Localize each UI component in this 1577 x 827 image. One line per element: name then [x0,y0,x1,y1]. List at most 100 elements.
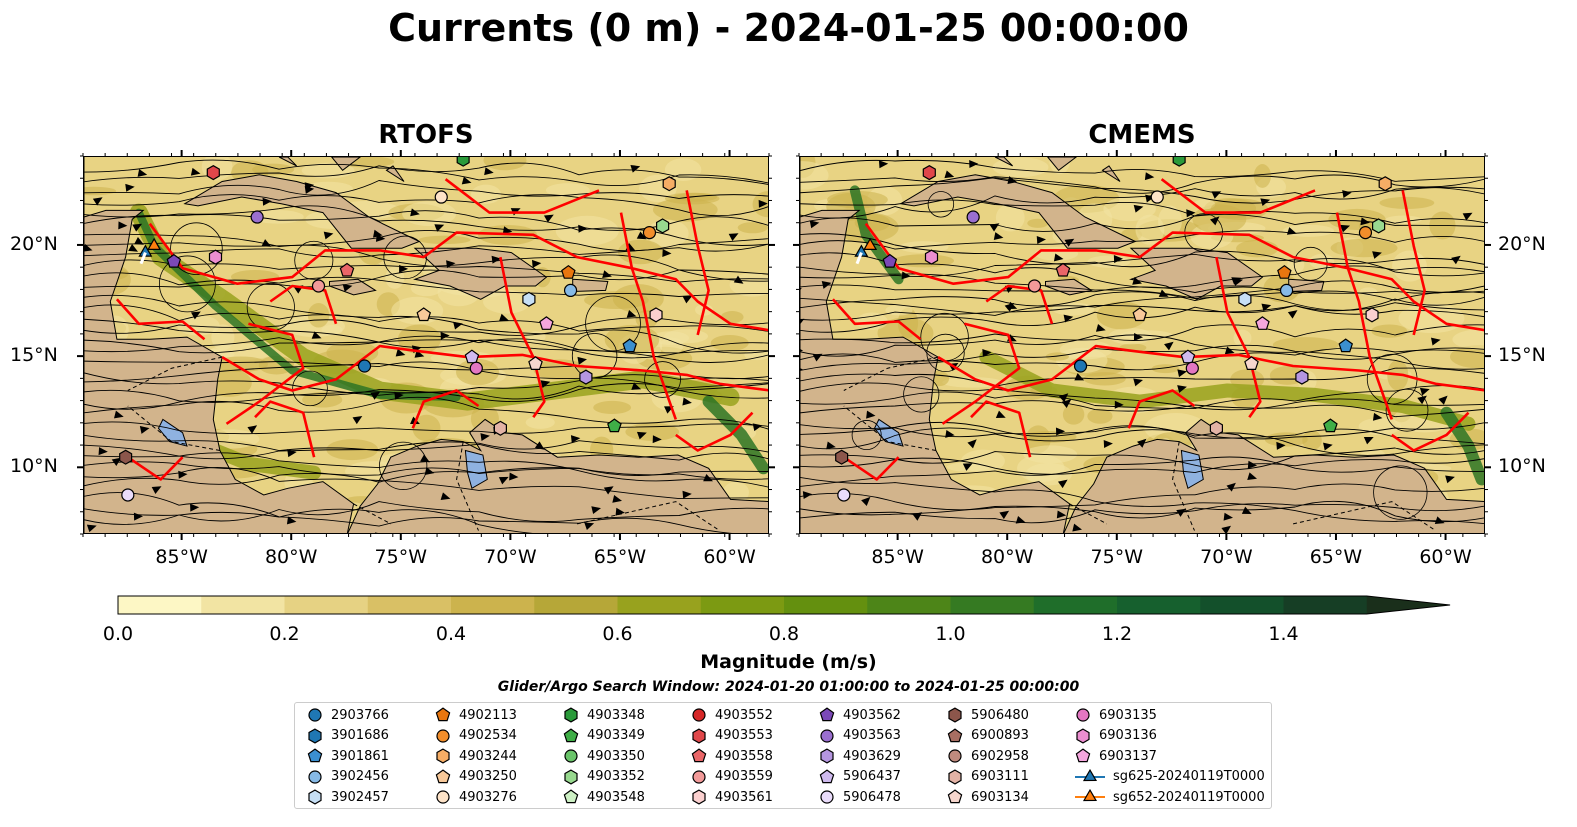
float-marker-4903563 [250,210,264,224]
legend-marker-icon [308,708,322,722]
float-marker-4903244 [662,176,676,192]
float-marker-4903352 [656,218,670,234]
lon-tick-label: 75°W [374,546,428,568]
legend-marker-icon [948,707,962,723]
colorbar-segment [284,596,369,614]
legend-label: 4903558 [715,748,773,764]
lat-tick-label: 10°N [10,455,58,478]
legend-entry: 4903352 [563,768,645,785]
float-marker-6903135 [1185,361,1199,375]
legend-entry: 4903276 [435,789,517,805]
legend-label: 4903563 [843,728,901,743]
legend-marker-icon [307,748,323,763]
legend-entry: 4903559 [691,769,773,785]
legend-marker-icon [947,789,963,804]
legend-label: 4902534 [459,728,517,743]
legend-marker-icon [692,708,706,722]
float-marker-6903111 [493,420,507,436]
legend-entry: 4903548 [563,789,645,805]
colorbar-segment [784,596,868,614]
legend-marker-icon [692,789,706,805]
legend-entry: 6900893 [947,727,1029,744]
legend-marker-icon [948,749,962,763]
legend-marker-icon [947,727,963,742]
legend-marker-icon [564,707,578,723]
map-canvas-rtofs [84,157,768,533]
legend-marker-icon [564,749,578,763]
legend-label: 5906478 [843,789,901,805]
float-marker-6903134 [528,356,543,370]
lon-tick-label: 75°W [1090,546,1144,568]
legend-entry: 2903766 [307,707,389,723]
float-marker-5906478 [121,488,135,502]
legend-marker-icon [308,789,322,805]
colorbar-segment [1200,596,1284,614]
colorbar-segment [1033,596,1118,614]
legend-entry: 3901686 [307,727,389,744]
float-marker-5906480 [835,449,849,465]
legend-marker-icon [436,748,450,764]
legend-label: 4903629 [843,748,901,764]
float-marker-2903766 [357,359,372,373]
legend-entry: 6902958 [947,748,1029,764]
legend-entry: 4903562 [819,707,901,723]
legend-entry: 4903250 [435,768,517,785]
legend-marker-icon [948,768,962,785]
legend-marker-icon [563,789,579,804]
legend-entry: 3902457 [307,789,389,805]
legend-label: 4903250 [459,769,517,784]
legend-marker-icon [819,768,835,783]
legend-entry: 6903134 [947,789,1029,805]
colorbar-tick-label: 0.4 [435,623,467,645]
legend-marker-icon [1075,789,1105,802]
legend-marker-icon [819,707,835,722]
legend-entry: 4902113 [435,707,517,723]
legend-label: 4903276 [459,789,517,805]
legend-label: sg625-20240119T0000 [1113,769,1265,784]
legend-label: 4902113 [459,707,517,723]
legend-label: 4903349 [587,728,645,743]
lon-tick-label: 80°W [980,546,1034,568]
legend-entry: 3902456 [307,769,389,785]
legend-label: 2903766 [331,707,389,723]
legend-label: 3901686 [331,728,389,743]
float-marker-4903563 [966,210,980,224]
legend-marker-icon [1075,768,1105,781]
float-marker-6903136 [924,249,939,265]
legend-entry: 4903558 [691,748,773,764]
map-canvas-cmems [800,157,1484,533]
float-marker-4903349 [1323,418,1338,433]
colorbar-tick-label: 1.4 [1268,623,1299,645]
legend-label: 5906437 [843,769,901,784]
lon-tick-label: 65°W [1309,546,1363,568]
float-marker-sg652-20240119T0000 [147,237,162,250]
colorbar-tick-label: 0.6 [602,623,633,645]
float-marker-6903136 [208,249,223,265]
legend-label: 3901861 [331,748,389,764]
legend-label: 4903244 [459,748,517,764]
legend-marker-icon [564,768,578,785]
legend-marker-icon [563,727,579,742]
colorbar-segment [617,596,702,614]
legend-marker-icon [692,727,706,744]
float-marker-4903276 [434,190,448,204]
legend-marker-icon [435,707,451,722]
legend-marker-icon [691,748,707,763]
legend-marker-icon [436,728,450,743]
legend-marker-icon [436,748,450,764]
legend-marker-icon [1075,748,1091,763]
legend-entry: 6903136 [1075,727,1157,744]
legend-marker-icon [435,768,451,783]
legend-marker-icon [307,748,323,763]
float-marker-3902456 [1279,283,1294,298]
colorbar-label: Magnitude (m/s) [700,651,877,673]
legend-label: 6902958 [971,748,1029,764]
legend-marker-icon [564,749,578,763]
legend-label: 4903348 [587,707,645,723]
float-marker-4903244 [1378,176,1392,192]
legend-entry: 4903552 [691,707,773,723]
legend-label: 4903552 [715,707,773,723]
legend-entry: 3901861 [307,748,389,764]
legend-marker-icon [1076,708,1090,722]
float-marker-4902113 [1277,264,1292,279]
